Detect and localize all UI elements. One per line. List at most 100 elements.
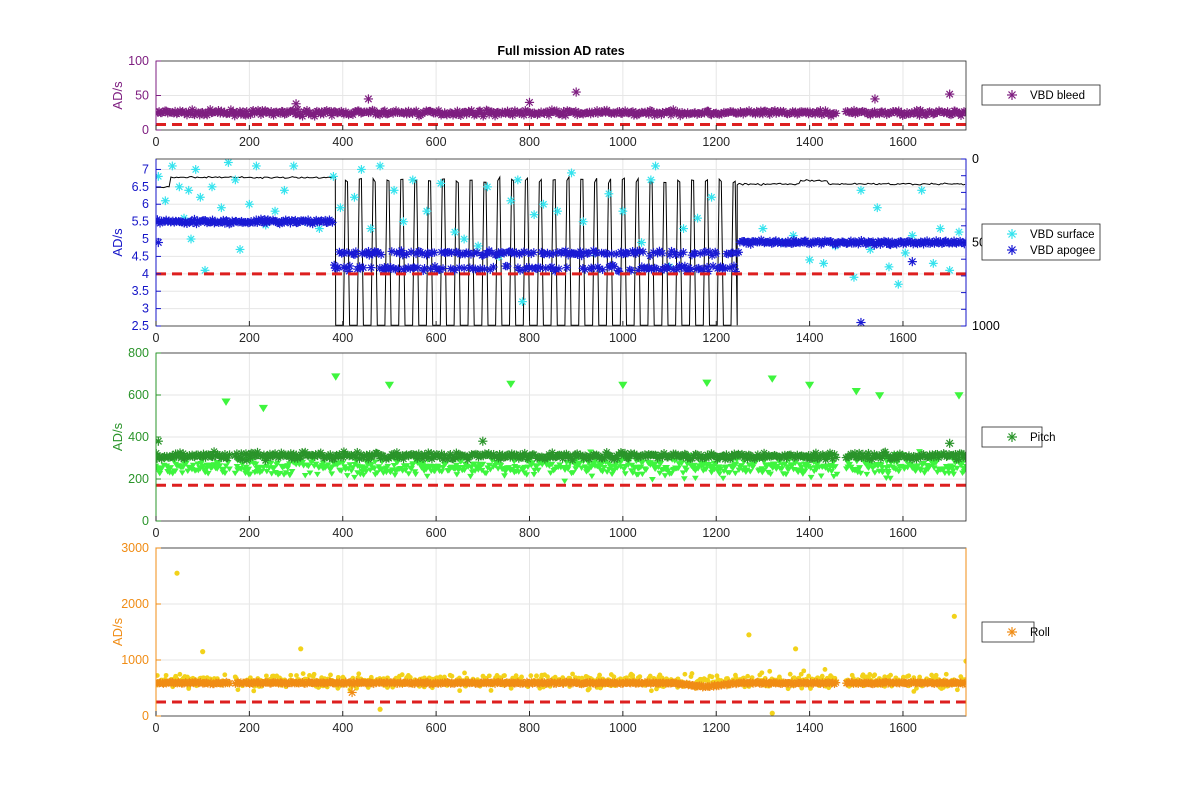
data-point — [350, 192, 359, 202]
data-point — [215, 460, 222, 466]
data-point — [163, 672, 169, 678]
y-tick-label: 3000 — [121, 541, 149, 555]
data-point — [530, 471, 538, 478]
outlier-point — [792, 646, 799, 652]
legend-roll: Roll — [981, 621, 1050, 643]
data-point — [831, 464, 839, 470]
data-point — [634, 471, 642, 478]
data-point — [503, 261, 512, 271]
data-point — [473, 241, 483, 251]
x-tick-label: 0 — [153, 721, 160, 735]
x-tick-label: 0 — [153, 135, 160, 149]
data-point — [682, 467, 690, 474]
y-tick-label: 6 — [142, 197, 149, 211]
data-point — [767, 471, 774, 477]
x-tick-label: 1600 — [889, 526, 917, 540]
data-point — [638, 247, 648, 256]
data-point — [506, 196, 516, 206]
outlier-point — [571, 87, 581, 97]
data-point — [305, 463, 312, 470]
data-point — [529, 248, 538, 257]
data-point — [405, 471, 413, 477]
data-point — [767, 668, 773, 674]
data-point — [554, 264, 564, 274]
data-point — [661, 473, 669, 479]
data-point — [402, 467, 409, 474]
legend-pitch: Pitch — [981, 426, 1056, 448]
plot-marks — [156, 373, 966, 487]
data-point — [679, 470, 687, 476]
data-point — [851, 468, 859, 474]
data-point — [438, 469, 446, 475]
data-point — [654, 464, 662, 471]
outlier-point — [746, 632, 752, 638]
y-tick-label: 0 — [142, 709, 149, 723]
data-point — [467, 473, 474, 480]
data-point — [373, 470, 381, 476]
data-point — [822, 667, 828, 672]
data-point — [160, 196, 170, 206]
data-point — [708, 469, 715, 476]
data-point — [375, 161, 385, 171]
outlier-point — [870, 94, 880, 104]
data-point — [778, 466, 786, 472]
data-point — [455, 465, 463, 471]
data-point — [244, 199, 254, 209]
data-point — [856, 465, 864, 471]
data-point — [407, 675, 413, 680]
data-point — [917, 674, 923, 680]
y-axis-label: AD/s — [110, 422, 125, 451]
y-tick-label: 2000 — [121, 597, 149, 611]
data-point — [529, 210, 539, 220]
data-point — [588, 473, 596, 480]
data-point — [515, 469, 523, 475]
data-point — [562, 263, 572, 272]
panel-pitch: 0 200 400 600 800 1000 1200 1400 1600 0 200 400 600 8… — [110, 346, 967, 540]
legend-marker — [1007, 627, 1017, 637]
data-point — [717, 466, 724, 472]
data-point — [569, 470, 577, 476]
outlier-point — [954, 392, 964, 400]
data-point — [878, 465, 886, 471]
data-point — [177, 671, 183, 677]
x-tick-label: 1400 — [796, 721, 824, 735]
data-point — [178, 470, 186, 476]
y-tick-label: 0 — [142, 514, 149, 528]
y-tick-label: 4.5 — [132, 249, 149, 263]
data-point — [539, 199, 548, 209]
data-point — [629, 470, 637, 476]
x-tick-label: 800 — [519, 526, 540, 540]
data-point — [485, 462, 493, 469]
data-point — [156, 470, 164, 477]
legend-vbd-bleed: VBD bleed — [981, 84, 1101, 106]
data-point — [430, 248, 439, 257]
x-tick-label: 200 — [239, 526, 260, 540]
data-point — [799, 471, 807, 477]
data-point — [693, 213, 702, 223]
data-point — [723, 464, 730, 470]
data-point — [707, 192, 716, 202]
data-point — [737, 463, 745, 469]
x-tick-label: 800 — [519, 721, 540, 735]
y-tick-label: 7 — [142, 162, 149, 176]
right-y-tick-label: 0 — [972, 152, 979, 166]
y-axis-label: AD/s — [110, 81, 125, 110]
outlier-point — [618, 381, 628, 390]
data-point — [497, 463, 505, 469]
x-tick-label: 1400 — [796, 526, 824, 540]
data-point — [867, 672, 873, 677]
data-point — [270, 206, 280, 216]
x-tick-label: 1000 — [609, 526, 637, 540]
data-point — [828, 468, 835, 475]
data-point — [732, 461, 740, 468]
outlier-point — [258, 404, 268, 413]
outlier-point — [767, 375, 777, 383]
data-point — [314, 471, 321, 478]
data-point — [391, 472, 399, 478]
data-point — [917, 185, 927, 195]
panel-roll: 0 200 400 600 800 1000 1200 1400 1600 0 1000 2000 30… — [110, 541, 967, 735]
data-point — [564, 464, 572, 470]
data-point — [651, 461, 659, 467]
data-point — [457, 688, 463, 694]
